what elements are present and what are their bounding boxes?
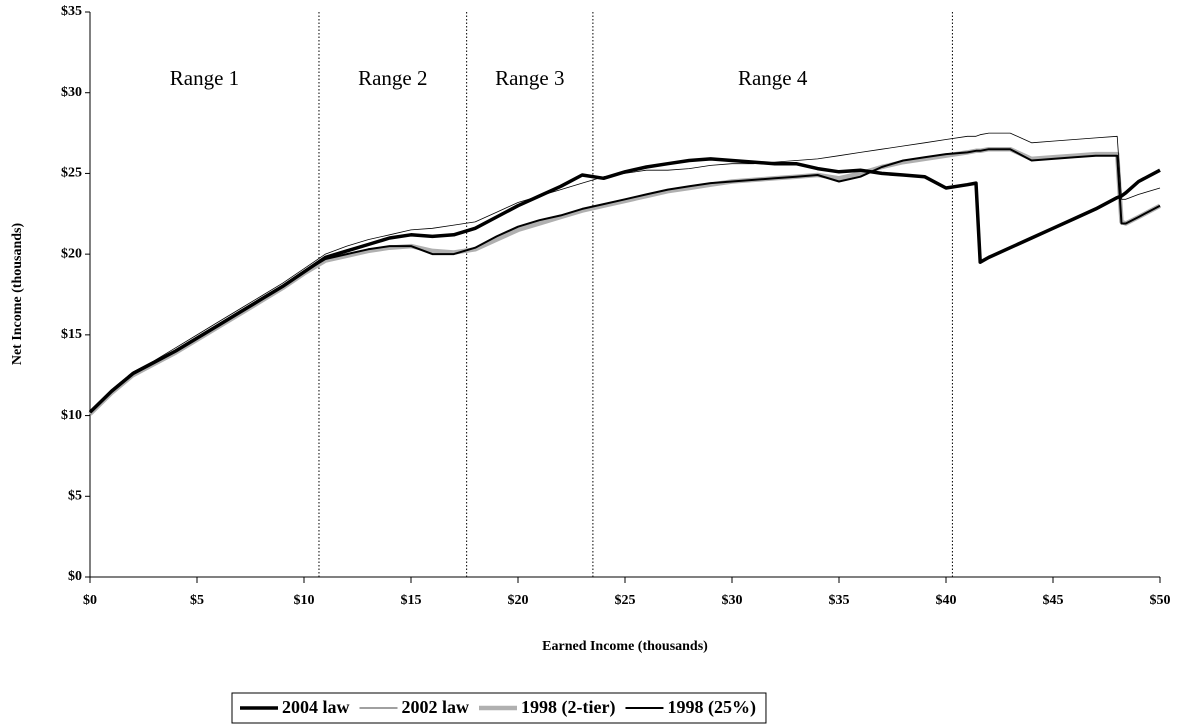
x-tick-label: $0 (83, 593, 97, 608)
y-tick-label: $30 (61, 85, 82, 100)
legend-label: 2004 law (282, 697, 350, 717)
range-label: Range 1 (170, 66, 239, 90)
x-tick-label: $50 (1150, 593, 1171, 608)
series-line (88, 146, 1162, 416)
y-tick-label: $25 (61, 166, 82, 181)
x-tick-label: $30 (722, 593, 743, 608)
x-tick-label: $5 (190, 593, 204, 608)
series-line (89, 132, 1161, 413)
y-tick-label: $10 (61, 408, 82, 423)
x-tick-label: $10 (294, 593, 315, 608)
x-tick-label: $20 (508, 593, 529, 608)
legend: 2004 law 2002 law 1998 (2-tier) 1998 (25%) (231, 692, 767, 724)
x-tick-label: $25 (615, 593, 636, 608)
y-tick-label: $5 (68, 489, 82, 504)
legend-label: 2002 law (402, 697, 470, 717)
legend-label: 1998 (25%) (667, 697, 756, 718)
range-label: Range 2 (358, 66, 427, 90)
x-axis-title: Earned Income (thousands) (542, 639, 708, 654)
y-tick-label: $20 (61, 246, 82, 261)
x-tick-label: $45 (1043, 593, 1064, 608)
y-tick-label: $35 (61, 4, 82, 19)
y-tick-label: $15 (61, 327, 82, 342)
y-axis-title: Net Income (thousands) (10, 222, 25, 365)
y-tick-label: $0 (68, 569, 82, 584)
series-line (88, 157, 1161, 414)
x-tick-label: $15 (401, 593, 422, 608)
range-label: Range 4 (738, 66, 808, 90)
x-tick-label: $40 (936, 593, 957, 608)
series-line (89, 148, 1161, 414)
range-label: Range 3 (495, 66, 564, 90)
legend-label: 1998 (2-tier) (521, 697, 615, 718)
x-tick-label: $35 (829, 593, 850, 608)
